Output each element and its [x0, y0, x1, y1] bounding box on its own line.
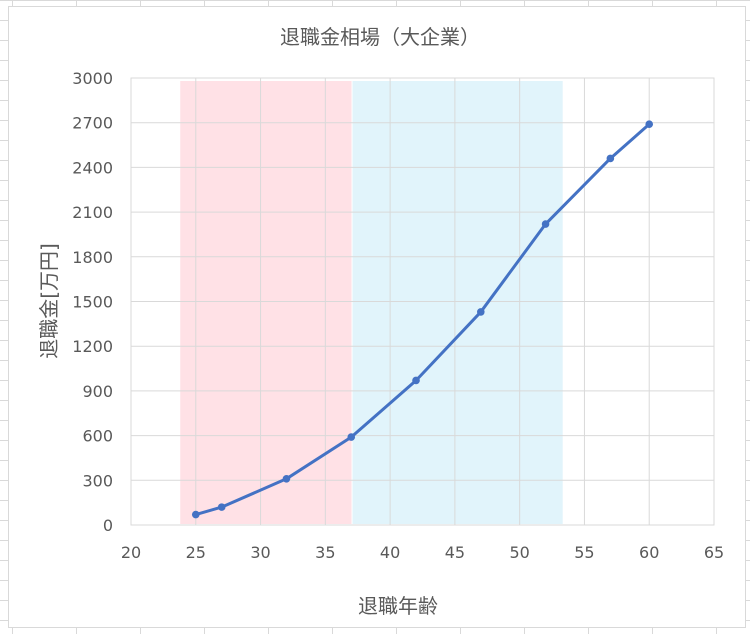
y-tick-label: 300: [82, 471, 113, 490]
shaded-band-1: [180, 81, 352, 524]
x-tick-label: 65: [704, 543, 724, 562]
shaded-bands: [180, 81, 563, 524]
series-group: [191, 120, 654, 519]
y-axis-label: 退職金[万円]: [37, 243, 61, 359]
data-point[interactable]: [477, 308, 485, 316]
data-point[interactable]: [347, 433, 356, 441]
y-tick-label: 1200: [72, 337, 113, 356]
x-axis-label: 退職年齢: [358, 594, 438, 618]
y-tick-label: 600: [82, 427, 113, 446]
y-tick-label: 2400: [72, 158, 113, 177]
y-tick-labels: 0 300 600 900 1200 1500 1800 2100 2400 2700 3000: [72, 69, 113, 535]
shaded-band-2: [352, 81, 563, 524]
y-tick-label: 1800: [72, 248, 113, 267]
data-point[interactable]: [191, 510, 200, 519]
x-tick-label: 30: [250, 543, 270, 562]
x-tick-label: 40: [380, 543, 400, 562]
data-point[interactable]: [541, 220, 550, 228]
x-tick-label: 20: [121, 543, 141, 562]
y-tick-label: 0: [103, 516, 113, 535]
data-point[interactable]: [217, 503, 226, 511]
x-tick-label: 55: [574, 543, 594, 562]
x-tick-label: 25: [186, 543, 206, 562]
x-tick-label: 35: [315, 543, 335, 562]
x-tick-labels: 20 25 30 35 40 45 50 55 60 65: [121, 543, 724, 562]
y-tick-label: 3000: [72, 69, 113, 88]
data-point[interactable]: [412, 376, 420, 385]
data-point[interactable]: [282, 475, 291, 483]
y-tick-label: 2100: [72, 203, 113, 222]
y-tick-label: 2700: [72, 114, 113, 133]
x-tick-label: 50: [509, 543, 529, 562]
data-point[interactable]: [606, 154, 615, 163]
chart-title: 退職金相場（大企業）: [280, 25, 480, 49]
y-tick-label: 1500: [72, 293, 113, 312]
plot-area-border: [130, 77, 715, 526]
data-point[interactable]: [645, 120, 654, 128]
x-tick-label: 60: [639, 543, 659, 562]
x-tick-label: 45: [445, 543, 465, 562]
y-tick-label: 900: [82, 382, 113, 401]
